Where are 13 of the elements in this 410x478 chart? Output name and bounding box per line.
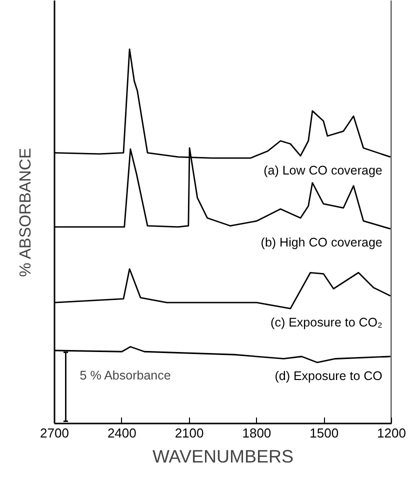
x-tick-label: 1500: [310, 426, 339, 440]
x-tick-label: 2400: [107, 426, 136, 440]
x-axis-title: WAVENUMBERS: [152, 446, 294, 466]
x-tick-label: 2100: [174, 426, 204, 440]
annotation: 5 % Absorbance: [80, 368, 171, 382]
series-label: (a) Low CO coverage: [264, 164, 382, 178]
series-label: (c) Exposure to CO₂: [270, 315, 383, 330]
x-tick-label: 2700: [40, 426, 69, 440]
series-label: (b) High CO coverage: [260, 236, 382, 250]
series-label: (d) Exposure to CO: [274, 369, 383, 384]
x-tick-label: 1800: [242, 426, 272, 440]
x-tick-label: 1200: [377, 426, 406, 440]
y-axis-title: % ABSORBANCE: [18, 148, 34, 277]
